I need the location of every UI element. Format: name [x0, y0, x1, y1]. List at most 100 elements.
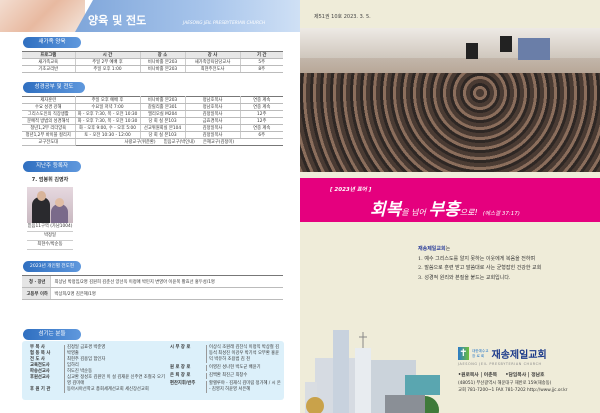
header-band — [75, 0, 300, 32]
cell: 부 목 사 — [30, 345, 45, 350]
section-servers: 섬기는 분들 — [23, 329, 81, 340]
cell: 허도진 박순동 — [64, 369, 165, 375]
table-row: 청 · 장년 최상남 박정임/2명 김원희 김춘선 양선옥 이정애 박민지 변영아… — [22, 275, 283, 288]
cell: 토 - 오전 10:30 - 12:00 — [74, 131, 140, 139]
cell: 화 - 오후 7:30, 목 - 오전 10:30 — [74, 117, 140, 125]
motto-word: 회복 — [370, 200, 402, 220]
cell: 김정일목사 — [184, 131, 240, 139]
bible-table: 제자훈련 주일 오후 예배 후 비나바홀 본203 정남호목사 연중 계속 수요 성경 강… — [22, 96, 283, 146]
page-subtitle: JAESONG JEIL PRESBYTERIAN CHURCH — [183, 21, 266, 26]
motto-reference: (에스겔 37:17) — [482, 211, 520, 217]
cell: 동아시아선학교 총회세계선교회 세신장선교회 — [64, 387, 165, 393]
cell: 장 소 — [139, 51, 185, 59]
cell: 고등부 이하 — [22, 287, 50, 300]
cell: 프로그램 — [22, 51, 75, 59]
address: (48051) 부산광역시 해운대구 재반로 159(재송동) — [458, 381, 552, 386]
cell: 청 · 장년 — [22, 275, 50, 288]
server-row: 부 목 사 김정일 금효경 박준영 — [30, 345, 165, 351]
cell: 주일 오후 예배 후 — [74, 96, 140, 104]
cell: 김정일 금효경 박준영 — [64, 345, 165, 351]
intro-item: 1. 예수 그리스도를 알지 못하는 이웃에게 복음을 전하며 — [418, 255, 536, 262]
table-row: 청년1,2부 리더양육 화 - 오후 9:00, 수 - 오후 5:00 선교위원회… — [22, 124, 283, 132]
cross-icon: ✝ — [458, 347, 469, 360]
server-row: 은 퇴 장 로 김백환 최진근 최창수 — [170, 373, 282, 379]
cell: 최상남 박정임/2명 김원희 김춘선 양선옥 이정애 박민지 변영아 이윤복 황… — [49, 275, 283, 288]
server-row: 후원선교사 심교환 정성호 김원민 이 설 김재윤 신주연 조철국 오기영 김미애 — [30, 375, 165, 387]
section-registrants: 지난주 등록자 — [23, 161, 81, 172]
server-row: 편찬지휘/반주 할렐루야 - 김재식 김미림 정가혜 / 시 온 - 김영지 허윤… — [170, 381, 282, 393]
cell: 12주 — [239, 117, 283, 125]
registrant-photo — [27, 187, 73, 223]
server-row: 시 무 장 로 이상식 조원래 김찬식 이정익 박상철 김동석 최성진 이강우 박… — [170, 345, 282, 363]
registrant-card: 7. 엄봉휘 김영자 믿음11구역 (가남1004) 박정일 최현수/박순동 — [27, 176, 73, 250]
motto-part: 으로! — [459, 208, 478, 217]
cell: 임하리 — [64, 363, 165, 369]
church-intro: 재송제일교회는 1. 예수 그리스도를 알지 못하는 이웃에게 복음을 전하며 … — [418, 245, 541, 283]
intro-heading: 재송제일교회 — [418, 246, 446, 252]
issue-date: 제51권 10호 2023. 3. 5. — [314, 14, 371, 20]
registrant-name: 7. 엄봉휘 김영자 — [31, 177, 69, 183]
cell: 금효경목사 — [184, 117, 240, 125]
cell: 청년1,2부 바이블 컬리지 — [22, 131, 75, 139]
cell: 전 도 사 — [30, 357, 45, 362]
registrant-line: 믿음11구역 (가남1004) — [27, 223, 73, 232]
servers-box: 부 목 사 김정일 금효경 박준영 협 동 목 사 박영출 전 도 사 최현주 김용임 함… — [22, 341, 284, 400]
intro-item: 3. 성경적 원리와 본질을 붙드는 교회입니다. — [418, 274, 511, 281]
motto-part: 을 넘어 — [401, 208, 429, 217]
cell: 할렐루야 - 김재식 김미림 정가혜 / 시 온 - 김영지 허윤영 서은혜 — [206, 381, 282, 393]
motto-kicker: [ 2023년 표어 ] — [330, 187, 372, 193]
cell: 김백환 최진근 최창수 — [206, 373, 282, 379]
church-english-name: JAESONG JEIL PRESBYTERIAN CHURCH — [458, 362, 542, 366]
cell: 화 - 오후 7:30, 목 - 오전 10:30 — [74, 110, 140, 118]
cell: 엘리오실 M204 — [139, 110, 185, 118]
cell: 6주 — [239, 131, 283, 139]
section-newfamily: 새가족 양육 — [23, 37, 81, 48]
cell: 주일 오후 1:00 — [74, 65, 140, 73]
cell: 믿음교구(박인내) — [163, 140, 195, 145]
table-row: 기초교리반 주일 오후 1:00 비나바홀 본203 최현주전도사 8주 — [22, 65, 283, 73]
cell: 최현주전도사 — [184, 65, 240, 73]
cell: 화 - 오후 9:00, 수 - 오후 5:00 — [74, 124, 140, 132]
header-hands-image — [0, 0, 85, 32]
intro-suffix: 는 — [445, 246, 451, 252]
contact: 교회 781-7200~1 FAX 781-7202 http://www.jj… — [458, 388, 568, 393]
cell: 주일 2부 예배 후 — [74, 58, 140, 66]
cell: 시 무 장 로 — [170, 345, 191, 350]
cell: 12주 — [239, 110, 283, 118]
right-page: 제51권 10호 2023. 3. 5. [ 2023년 표어 ] 회복을 넘어… — [300, 0, 600, 413]
cell: 새가족교육 — [22, 58, 75, 66]
cell: 원 로 장 로 — [170, 365, 191, 370]
page-title: 양육 및 전도 — [88, 14, 147, 27]
cell: 후 원 기 관 — [30, 387, 51, 392]
cell: 당 회 실 본103 — [139, 131, 185, 139]
cell: 연중 계속 — [239, 96, 283, 104]
server-row: 파송선교사 허도진 박순동 — [30, 369, 165, 375]
church-name: 재송제일교회 — [491, 350, 547, 361]
pastors: •원로목사 | 이춘목 •담임목사 | 정남호 — [458, 373, 545, 378]
evangelism-table: 청 · 장년 최상남 박정임/2명 김원희 김춘선 양선옥 이정애 박민지 변영아… — [22, 275, 283, 300]
cell: 당 회 실 본103 — [139, 117, 185, 125]
cell: 비나바홀 본203 — [139, 96, 185, 104]
server-row: 협 동 목 사 박영출 — [30, 351, 165, 357]
cell: 심교환 정성호 김원민 이 설 김재윤 신주연 조철국 오기영 김미애 — [64, 375, 165, 387]
cell: 비나바홀 본203 — [139, 58, 185, 66]
cell: 그리스도인의 직장생활 — [22, 110, 75, 118]
cell: 수요일 저녁 7:00 — [74, 103, 140, 111]
cell: 이영진 성나현 박도균 배윤기 — [206, 365, 282, 371]
cell: 기 간 — [239, 51, 283, 59]
cell: 이상식 조원래 김찬식 이정익 박상철 김동석 최성진 이강우 박기석 오부환 … — [206, 345, 282, 363]
cell: 선교위원회실 본104 — [139, 124, 185, 132]
cell: 교육전도사 — [30, 363, 50, 368]
cell: 김정일목사 — [184, 124, 240, 132]
cell: 청년1,2부 리더양육 — [22, 124, 75, 132]
denomination: 장 로 회 — [472, 353, 485, 358]
left-page: 양육 및 전도 JAESONG JEIL PRESBYTERIAN CHURCH… — [0, 0, 300, 400]
cell: 갈릴리홀 본301 — [139, 103, 185, 111]
congregation-photo — [300, 28, 600, 172]
cell: 파송선교사 — [30, 369, 50, 374]
cell: 연중 계속 — [239, 124, 283, 132]
cell: 문예적 방법의 성경해석 — [22, 117, 75, 125]
church-building-image — [305, 330, 440, 413]
cell: 제자훈련 — [22, 96, 75, 104]
